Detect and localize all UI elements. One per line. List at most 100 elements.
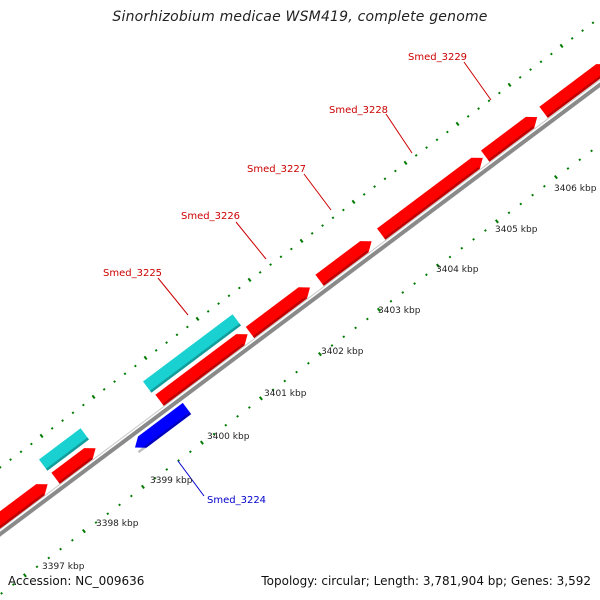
scale-tick: [295, 370, 298, 374]
genome-backbone: [0, 79, 600, 537]
gene-feature: [0, 484, 48, 529]
scale-tick: [389, 299, 393, 303]
rna-feature-shade: [149, 323, 241, 393]
backbone-highlight: [0, 79, 600, 530]
outer-tick: [269, 263, 272, 266]
outer-tick: [0, 466, 2, 469]
gene-feature: [539, 64, 600, 118]
scale-tick: [283, 379, 287, 383]
outer-tick: [466, 115, 470, 118]
outer-tick: [61, 419, 64, 422]
scale-tick: [94, 521, 98, 524]
gene-label: Smed_3227: [247, 164, 306, 175]
scale-tick-major: [376, 307, 381, 313]
scale-tick: [448, 255, 452, 259]
outer-tick: [393, 169, 397, 173]
map-title: Sinorhizobium medicae WSM419, complete g…: [112, 9, 488, 25]
outer-tick: [175, 333, 179, 337]
gene-label: Smed_3225: [103, 268, 162, 279]
outer-tick: [29, 442, 33, 446]
scale-tick-major: [553, 174, 558, 180]
genome-summary: Topology: circular; Length: 3,781,904 bp…: [261, 574, 591, 588]
outer-tick: [373, 185, 376, 188]
outer-tick: [237, 286, 241, 290]
outer-tick: [529, 68, 532, 71]
outer-tick: [113, 380, 116, 383]
outer-tick: [154, 349, 158, 352]
scale-tick-major: [317, 351, 322, 357]
scale-tick: [177, 459, 180, 462]
scale-tick: [165, 468, 169, 471]
scale-label: 3406 kbp: [554, 184, 597, 194]
outer-tick-major: [247, 277, 252, 283]
gene-feature-shade: [252, 296, 307, 339]
scale-tick-major: [435, 263, 440, 268]
label-leader-lines: [157, 61, 492, 497]
outer-tick: [425, 146, 428, 149]
scale-tick: [413, 282, 416, 285]
gene-label: Smed_3228: [329, 105, 388, 116]
scale-tick: [472, 237, 475, 241]
outer-tick-major: [559, 43, 564, 49]
scale-label: 3403 kbp: [378, 306, 421, 316]
scale-label: 3400 kbp: [207, 432, 250, 442]
scale-tick-major: [22, 573, 27, 578]
gene-feature: [155, 334, 248, 406]
outer-tick: [9, 458, 12, 461]
scale-tick: [566, 167, 570, 170]
scale-tick: [519, 202, 523, 206]
gene-label: Smed_3226: [181, 211, 240, 222]
gene-feature: [481, 116, 538, 162]
outer-tick: [591, 21, 595, 25]
outer-tick: [477, 107, 480, 110]
outer-tick: [206, 310, 210, 313]
scale-tick: [306, 361, 310, 365]
outer-tick: [81, 403, 85, 407]
scale-label: 3404 kbp: [436, 265, 479, 275]
scale-tick: [330, 344, 334, 347]
outer-tick-major: [507, 82, 512, 88]
scale-label: 3402 kbp: [321, 347, 364, 357]
outer-tick-major: [143, 355, 148, 361]
outer-tick: [497, 91, 501, 95]
outer-tick: [581, 29, 584, 32]
scale-tick-major: [258, 396, 263, 401]
scale-tick: [212, 432, 216, 436]
scale-tick: [47, 556, 51, 560]
gene-feature-shade: [162, 343, 245, 406]
outer-tick: [279, 255, 283, 259]
scale-tick: [153, 476, 157, 480]
outer-tick: [321, 224, 324, 227]
scale-tick: [342, 335, 346, 339]
scale-tick: [0, 591, 3, 595]
label-leader-line: [303, 173, 332, 211]
outer-tick-major: [455, 121, 460, 127]
outer-tick: [123, 372, 127, 376]
scale-tick: [542, 184, 546, 188]
outer-tick: [549, 52, 553, 56]
backbone-line: [0, 82, 600, 537]
outer-tick-track: [0, 21, 595, 469]
scale-tick: [224, 423, 228, 427]
outer-tick: [19, 450, 23, 454]
scale-tick: [401, 291, 405, 294]
gene-feature-shade: [383, 166, 480, 240]
label-leader-line: [177, 460, 205, 497]
label-leader-line: [235, 221, 267, 260]
scale-tick: [354, 326, 357, 330]
outer-tick: [435, 138, 439, 142]
gene-feature-shade: [58, 457, 93, 484]
gene-feature-shade: [546, 75, 600, 118]
outer-tick: [341, 208, 345, 212]
scale-tick: [106, 512, 110, 516]
scale-tick: [129, 494, 133, 498]
outer-tick-major: [299, 238, 304, 244]
outer-tick-major: [39, 433, 44, 439]
gene-feature-reverse-shade: [137, 412, 192, 454]
scale-tick-major: [140, 484, 145, 490]
rna-feature: [39, 428, 89, 471]
outer-tick: [185, 325, 189, 329]
outer-tick: [383, 177, 387, 181]
gene-label: Smed_3229: [408, 52, 467, 63]
